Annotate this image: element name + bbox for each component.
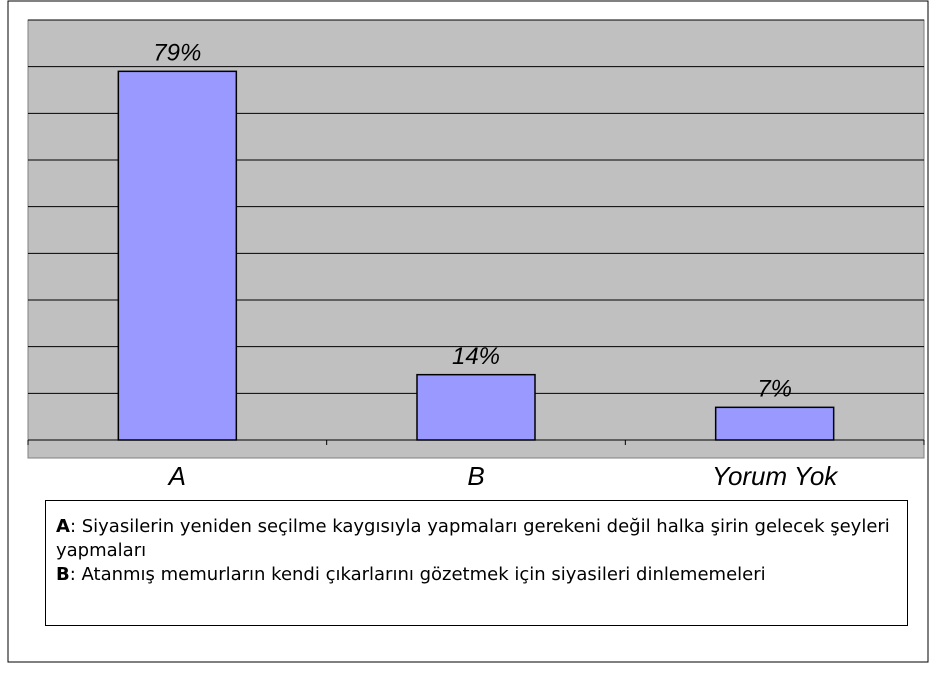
- x-tick-label: A: [167, 461, 186, 491]
- legend-notes: A: Siyasilerin yeniden seçilme kaygısıyl…: [45, 500, 908, 626]
- value-label: 7%: [757, 376, 792, 403]
- note-key: A: [56, 516, 70, 537]
- value-label: 79%: [153, 40, 201, 67]
- bar: [416, 373, 536, 441]
- note-key: B: [56, 564, 70, 585]
- bar: [714, 406, 835, 441]
- value-label: 14%: [452, 343, 500, 370]
- x-tick-label: Yorum Yok: [712, 461, 839, 491]
- x-tick-label: B: [467, 461, 484, 491]
- note-text: : Siyasilerin yeniden seçilme kaygısıyla…: [56, 516, 890, 561]
- note-text: : Atanmış memurların kendi çıkarlarını g…: [69, 564, 766, 585]
- note: A: Siyasilerin yeniden seçilme kaygısıyl…: [56, 515, 897, 563]
- note: B: Atanmış memurların kendi çıkarlarını …: [56, 563, 897, 587]
- bar: [117, 70, 238, 441]
